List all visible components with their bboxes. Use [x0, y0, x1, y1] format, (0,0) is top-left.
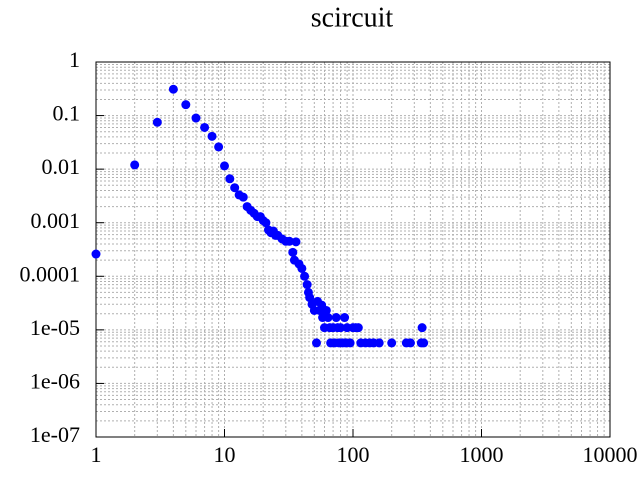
data-point: [312, 338, 322, 348]
data-point: [168, 84, 178, 94]
y-tick-label: 1e-07: [30, 422, 80, 447]
x-tick-label: 10: [214, 442, 236, 467]
y-tick-label: 1e-06: [30, 368, 80, 393]
data-point: [405, 338, 415, 348]
data-point: [331, 313, 341, 323]
data-point: [288, 247, 298, 257]
data-point: [300, 271, 310, 281]
data-point: [321, 305, 331, 315]
y-tick-label: 0.01: [42, 154, 81, 179]
data-point: [130, 160, 140, 170]
y-tick-label: 0.1: [53, 101, 81, 126]
y-tick-label: 0.001: [31, 208, 81, 233]
data-point: [207, 131, 217, 141]
data-point: [191, 113, 201, 123]
data-point: [214, 142, 224, 152]
data-point: [152, 117, 162, 127]
data-point: [336, 323, 346, 333]
x-tick-label: 1: [91, 442, 102, 467]
data-point: [374, 338, 384, 348]
data-point: [387, 338, 397, 348]
data-point: [323, 313, 333, 323]
data-point: [225, 174, 235, 184]
data-point: [353, 323, 363, 333]
data-point: [91, 249, 101, 259]
data-point: [181, 100, 191, 110]
data-point: [261, 218, 271, 228]
data-point: [220, 161, 229, 171]
data-point: [291, 237, 301, 247]
data-point: [417, 323, 427, 333]
data-point: [340, 313, 350, 323]
plot-frame: [95, 61, 611, 438]
x-tick-label: 1000: [460, 442, 504, 467]
data-point: [297, 263, 307, 273]
y-tick-label: 1e-05: [30, 315, 80, 340]
data-point: [302, 280, 312, 290]
data-point: [345, 338, 355, 348]
data-point: [419, 338, 429, 348]
data-point: [200, 122, 210, 132]
data-point: [284, 236, 294, 246]
y-tick-label: 1: [69, 47, 80, 72]
data-point: [230, 183, 240, 193]
x-tick-label: 100: [337, 442, 370, 467]
y-tick-label: 0.0001: [20, 261, 81, 286]
data-point: [238, 192, 248, 202]
x-tick-label: 10000: [583, 442, 638, 467]
chart-title: scircuit: [311, 2, 394, 33]
